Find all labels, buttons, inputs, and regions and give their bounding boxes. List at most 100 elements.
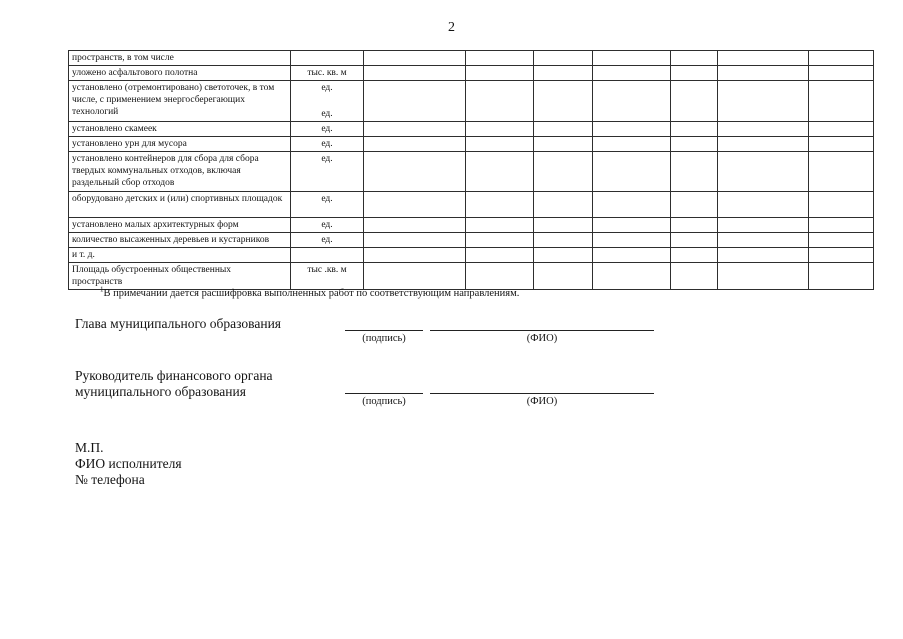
data-cell: [465, 136, 534, 152]
data-cell: [533, 121, 593, 137]
indicator-name-cell: и т. д.: [68, 247, 291, 263]
indicator-name-cell: пространств, в том числе: [68, 50, 291, 66]
data-cell: [363, 247, 466, 263]
indicator-name: установлено малых архитектурных форм: [72, 220, 239, 230]
table-row: установлено урн для мусора ед.: [68, 136, 874, 152]
table-row: установлено скамеек ед.: [68, 121, 874, 137]
data-cell: [363, 191, 466, 218]
data-cell: [717, 65, 809, 81]
unit-cell: [290, 247, 364, 263]
indicator-name: количество высаженных деревьев и кустарн…: [72, 235, 270, 245]
unit-cell: [290, 50, 364, 66]
signature-caption: (подпись): [362, 396, 406, 407]
data-cell: [533, 247, 593, 263]
data-cell: [592, 121, 671, 137]
data-cell: [670, 247, 718, 263]
indicator-name: уложено асфальтового полотна: [72, 68, 198, 78]
data-cell: [670, 151, 718, 192]
table-row: установлено (отремонтировано) светоточек…: [68, 80, 874, 122]
unit-cell: ед.: [290, 232, 364, 248]
data-cell: [465, 151, 534, 192]
data-cell: [465, 50, 534, 66]
data-cell: [592, 262, 671, 290]
footnote-marker: 1: [100, 285, 104, 294]
data-cell: [808, 217, 874, 233]
unit-cell: ед.: [290, 191, 364, 218]
data-cell: [670, 191, 718, 218]
data-cell: [717, 217, 809, 233]
indicator-name: и т. д.: [72, 250, 95, 260]
footnote-text: В примечании дается расшифровка выполнен…: [103, 288, 520, 299]
data-cell: [363, 262, 466, 290]
data-cell: [533, 262, 593, 290]
table-row: уложено асфальтового полотна тыс. кв. м: [68, 65, 874, 81]
indicator-name-cell: установлено контейнеров для сбора для сб…: [68, 151, 291, 192]
data-cell: [363, 65, 466, 81]
data-cell: [808, 121, 874, 137]
data-cell: [592, 217, 671, 233]
data-cell: [670, 65, 718, 81]
executor-label: ФИО исполнителя: [75, 456, 182, 471]
fio-line: [430, 317, 654, 331]
data-cell: [363, 80, 466, 122]
data-cell: [592, 247, 671, 263]
data-cell: [533, 136, 593, 152]
data-cell: [533, 151, 593, 192]
data-cell: [592, 151, 671, 192]
signature-caption: (подпись): [362, 333, 406, 344]
indicator-name-cell: количество высаженных деревьев и кустарн…: [68, 232, 291, 248]
data-cell: [670, 50, 718, 66]
data-cell: [363, 121, 466, 137]
data-cell: [592, 191, 671, 218]
data-cell: [808, 151, 874, 192]
signature-line: [345, 380, 423, 394]
data-cell: [717, 191, 809, 218]
data-cell: [465, 247, 534, 263]
data-cell: [670, 136, 718, 152]
data-cell: [465, 65, 534, 81]
data-cell: [717, 136, 809, 152]
unit-cell: ед.: [290, 136, 364, 152]
data-cell: [592, 65, 671, 81]
indicator-name-cell: Площадь обустроенных общественных простр…: [68, 262, 291, 290]
stamp-label: М.П.: [75, 440, 104, 455]
data-cell: [533, 217, 593, 233]
data-cell: [465, 191, 534, 218]
unit-cell: ед.: [290, 121, 364, 137]
signature-title-finance: Руководитель финансового органа муниципа…: [75, 368, 273, 399]
table-row: установлено контейнеров для сбора для сб…: [68, 151, 874, 192]
data-cell: [592, 136, 671, 152]
data-cell: [465, 262, 534, 290]
data-cell: [670, 121, 718, 137]
unit-cell: тыс .кв. м: [290, 262, 364, 290]
data-cell: [592, 50, 671, 66]
data-cell: [670, 262, 718, 290]
data-cell: [465, 232, 534, 248]
data-cell: [533, 80, 593, 122]
data-cell: [717, 151, 809, 192]
report-table: пространств, в том числе уложено асфальт…: [68, 50, 874, 290]
table-row: установлено малых архитектурных форм ед.: [68, 217, 874, 233]
indicator-name-cell: установлено (отремонтировано) светоточек…: [68, 80, 291, 122]
page-number: 2: [448, 20, 455, 35]
data-cell: [533, 65, 593, 81]
indicator-name-cell: установлено урн для мусора: [68, 136, 291, 152]
signature-line: [345, 317, 423, 331]
data-cell: [717, 80, 809, 122]
data-cell: [592, 80, 671, 122]
fio-caption: (ФИО): [526, 333, 558, 344]
data-cell: [465, 80, 534, 122]
data-cell: [808, 65, 874, 81]
fio-caption: (ФИО): [526, 396, 558, 407]
indicator-name: установлено контейнеров для сбора для сб…: [72, 154, 259, 188]
data-cell: [592, 232, 671, 248]
data-cell: [717, 232, 809, 248]
data-cell: [808, 191, 874, 218]
indicator-name: установлено (отремонтировано) светоточек…: [72, 83, 275, 117]
data-cell: [533, 232, 593, 248]
table-row: количество высаженных деревьев и кустарн…: [68, 232, 874, 248]
indicator-name: оборудовано детских и (или) спортивных п…: [72, 194, 283, 204]
data-cell: [363, 151, 466, 192]
data-cell: [465, 121, 534, 137]
